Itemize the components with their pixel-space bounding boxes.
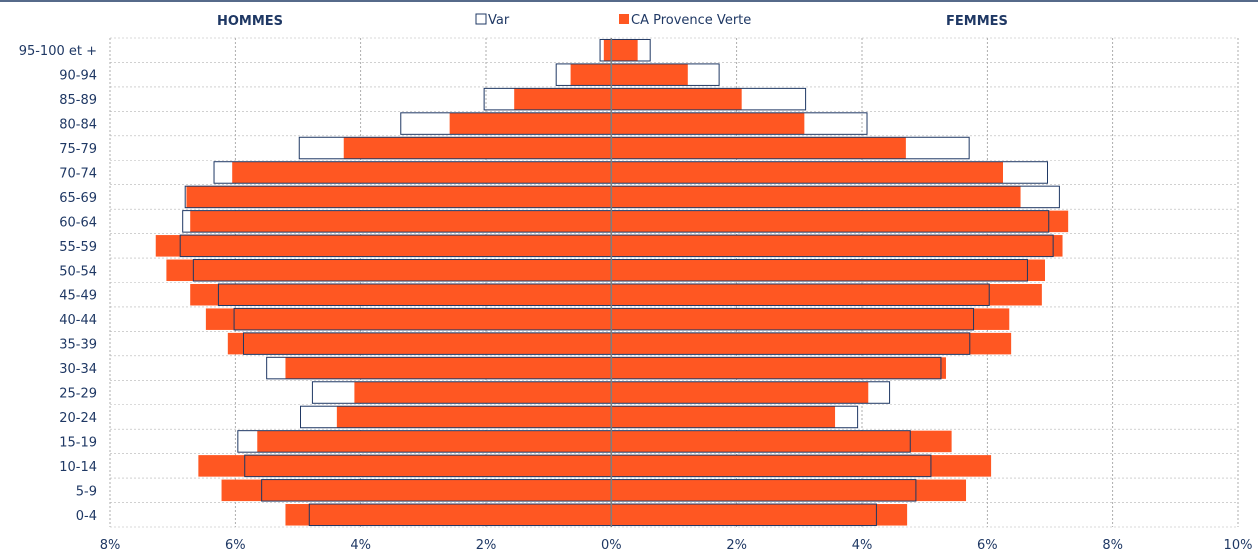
ca-men-bar [221,479,612,502]
ca-men-bar [449,112,612,135]
age-group-label: 50-54 [59,264,97,279]
x-tick-label: 2% [726,538,747,553]
legend-ca-swatch [619,14,629,24]
ca-men-bar [232,161,612,184]
x-tick-label: 4% [350,538,371,553]
ca-women-bar [611,235,1063,257]
age-group-label: 30-34 [59,362,97,377]
ca-men-bar [514,88,612,110]
right-header-label: FEMMES [946,14,1008,29]
ca-men-bar [570,63,612,86]
ca-women-bar [611,406,836,428]
ca-women-bar [611,88,742,110]
legend-var-label: Var [488,13,510,28]
ca-men-bar [285,504,612,526]
ca-men-bar [190,283,612,306]
legend-var-swatch [475,13,487,25]
x-tick-label: 6% [225,538,246,553]
age-group-label: 45-49 [59,289,97,304]
ca-men-bar [343,137,612,159]
ca-women-bar [611,332,1012,355]
ca-men-bar [227,332,612,355]
ca-women-bar [611,357,946,379]
ca-men-bar [285,357,612,379]
ca-men-bar [603,39,612,61]
x-tick-label: 10% [1224,538,1253,553]
ca-men-bar [198,455,612,477]
ca-women-bar [611,308,1010,330]
x-tick-label: 0% [601,538,622,553]
age-group-label: 85-89 [59,93,97,108]
category-labels: 95-100 et + 90-94 85-89 80-84 75-79 70-74 65-6… [19,44,97,524]
legend: Var CA Provence Verte [475,13,751,28]
age-group-label: 35-39 [59,338,97,353]
ca-women-bar [611,479,967,502]
age-group-label: 25-29 [59,387,97,402]
ca-women-bar [611,112,805,135]
x-tick-label: 6% [977,538,998,553]
age-group-label: 70-74 [59,166,97,181]
ca-women-bar [611,430,952,453]
ca-men-bar [354,381,612,404]
ca-men-bar [205,308,612,330]
age-group-label: 5-9 [76,484,97,499]
grid [109,37,1239,528]
age-group-label: 75-79 [59,142,97,157]
ca-women-bar [611,39,638,61]
ca-women-bar [611,210,1069,233]
legend-ca-label: CA Provence Verte [631,13,751,28]
ca-women-bar [611,63,688,86]
x-tick-label: 4% [852,538,873,553]
age-group-label: 60-64 [59,215,97,230]
ca-men-bar [166,259,612,282]
age-group-label: 40-44 [59,313,97,328]
age-group-label: 90-94 [59,69,97,84]
age-group-label: 20-24 [59,411,97,426]
ca-women-bar [611,455,992,477]
age-group-label: 80-84 [59,118,97,133]
ca-women-bar [611,186,1021,208]
ca-women-bar [611,283,1042,306]
ca-women-bar [611,381,869,404]
x-tick-label: 8% [1102,538,1123,553]
var-bars [179,38,1060,527]
ca-men-bar [257,430,612,453]
ca-men-bar [186,186,612,208]
age-group-label: 55-59 [59,240,97,255]
ca-women-bar [611,504,908,526]
ca-women-bar [611,161,1003,184]
ca-provence-verte-bars [155,39,1069,526]
age-group-label: 10-14 [59,460,97,475]
ca-men-bar [336,406,612,428]
age-group-label: 15-19 [59,435,97,450]
age-group-label: 65-69 [59,191,97,206]
left-header-label: HOMMES [217,14,283,29]
age-group-label: 0-4 [76,509,97,524]
x-tick-label: 8% [100,538,121,553]
age-group-label: 95-100 et + [19,44,97,59]
ca-women-bar [611,259,1045,282]
x-tick-labels: 8% 6% 4% 2% 0% 2% 4% 6% 8% 10% [100,538,1253,553]
x-tick-label: 2% [476,538,497,553]
ca-men-bar [155,235,612,257]
ca-men-bar [190,210,612,233]
ca-women-bar [611,137,906,159]
